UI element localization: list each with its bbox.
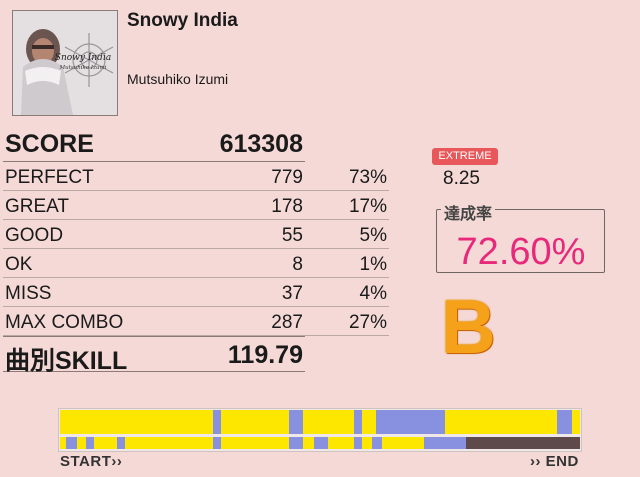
graph-start-label: START››: [60, 453, 123, 470]
song-title: Snowy India: [127, 10, 238, 31]
judgement-count: 8: [292, 254, 303, 275]
judgement-percent: 27%: [348, 312, 387, 333]
judgement-count: 55: [281, 225, 303, 246]
graph-segment-full: [76, 437, 86, 449]
graph-end-label: ›› END: [530, 453, 579, 470]
judgement-row-perfect: PERFECT 779 73%: [3, 162, 389, 191]
performance-graph-bottom: [60, 437, 580, 449]
judgement-count: 178: [271, 196, 303, 217]
score-value: 613308: [219, 130, 303, 158]
graph-segment-none: [465, 437, 580, 449]
difficulty-level: 8.25: [443, 168, 480, 189]
judgement-percent: 5%: [359, 225, 387, 246]
judgement-count: 779: [271, 167, 303, 188]
skill-row: 曲別SKILL 119.79: [3, 336, 305, 375]
graph-segment-full: [125, 437, 214, 449]
result-stats-table: SCORE 613308 PERFECT 779 73% GREAT 178 1…: [3, 128, 389, 375]
song-artist: Mutsuhiko Izumi: [127, 71, 229, 87]
graph-segment-miss: [353, 437, 362, 449]
graph-segment-full: [221, 437, 289, 449]
judgement-row-great: GREAT 178 17%: [3, 191, 389, 220]
achievement-label: 達成率: [441, 200, 496, 224]
graph-segment-full: [303, 410, 354, 434]
graph-segment-miss: [424, 437, 466, 449]
judgement-label: OK: [5, 254, 33, 275]
judgement-row-miss: MISS 37 4%: [3, 278, 389, 307]
judgement-count: 37: [281, 283, 303, 304]
judgement-percent: 4%: [359, 283, 387, 304]
performance-graph-top: [60, 410, 580, 434]
graph-segment-full: [382, 437, 424, 449]
judgement-label: GREAT: [5, 196, 70, 217]
judgement-label: PERFECT: [5, 167, 94, 188]
graph-segment-full: [327, 437, 354, 449]
judgement-label: MAX COMBO: [5, 312, 124, 333]
graph-segment-miss: [213, 410, 222, 434]
graph-segment-miss: [213, 437, 222, 449]
graph-segment-miss: [288, 437, 304, 449]
rank-grade: B: [441, 285, 496, 370]
song-jacket-image: Snowy India Mutsuhiko Izumi: [12, 10, 118, 116]
graph-segment-miss: [372, 437, 383, 449]
achievement-value: 72.60%: [456, 231, 586, 273]
judgement-row-good: GOOD 55 5%: [3, 220, 389, 249]
judgement-row-ok: OK 8 1%: [3, 249, 389, 278]
judgement-label: GOOD: [5, 225, 64, 246]
graph-segment-miss: [353, 410, 362, 434]
judgement-label: MISS: [5, 283, 52, 304]
graph-segment-full: [361, 410, 377, 434]
judgement-percent: 17%: [348, 196, 387, 217]
graph-segment-miss: [376, 410, 445, 434]
skill-value: 119.79: [227, 341, 303, 369]
score-label: SCORE: [5, 130, 94, 158]
graph-segment-miss: [66, 437, 77, 449]
judgement-count: 287: [271, 312, 303, 333]
graph-segment-full: [444, 410, 557, 434]
achievement-box: [436, 209, 605, 273]
graph-segment-full: [60, 410, 214, 434]
judgement-row-max-combo: MAX COMBO 287 27%: [3, 307, 389, 336]
jacket-title-text: Snowy India: [55, 53, 111, 63]
graph-segment-full: [361, 437, 372, 449]
difficulty-badge: EXTREME: [432, 148, 498, 165]
judgement-percent: 73%: [348, 167, 387, 188]
score-row: SCORE 613308: [3, 128, 305, 162]
jacket-artwork: Snowy India Mutsuhiko Izumi: [13, 11, 117, 115]
graph-segment-miss: [117, 437, 125, 449]
graph-segment-miss: [288, 410, 304, 434]
snowflake-icon: [64, 33, 114, 87]
graph-segment-miss: [313, 437, 328, 449]
judgement-percent: 1%: [359, 254, 387, 275]
graph-segment-full: [221, 410, 289, 434]
graph-segment-full: [93, 437, 118, 449]
graph-segment-full: [303, 437, 314, 449]
graph-segment-full: [572, 410, 580, 434]
graph-segment-full: [60, 437, 67, 449]
graph-segment-miss: [556, 410, 573, 434]
skill-label: 曲別SKILL: [5, 347, 128, 375]
jacket-artist-text: Mutsuhiko Izumi: [58, 65, 106, 71]
graph-segment-miss: [86, 437, 94, 449]
